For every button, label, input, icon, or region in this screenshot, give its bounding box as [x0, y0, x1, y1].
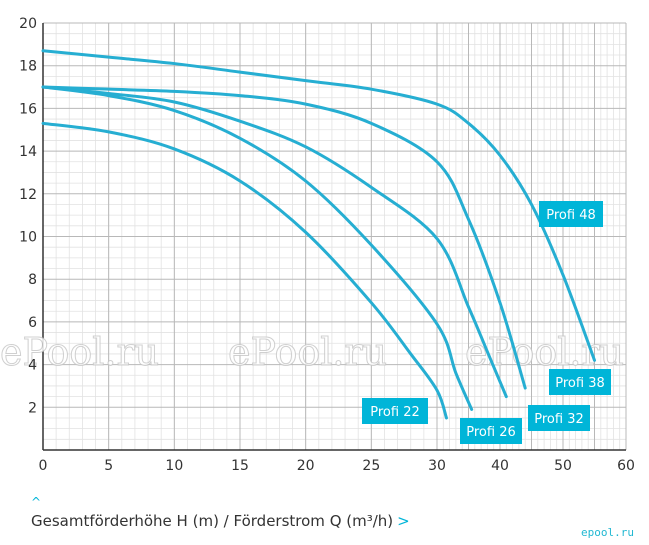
y-tick-label: 16	[19, 101, 37, 117]
series-line-profi-26	[41, 85, 474, 411]
series-label-profi-38: Profi 38	[549, 369, 611, 395]
watermark-text: ePool.ru	[465, 330, 624, 374]
tick-labels: 2 4 6 8 10 12 14 16 18 20 0 5 10 15 20 25 30 40 50 60	[19, 16, 635, 474]
x-tick-label: 40	[491, 458, 509, 474]
series-label-box	[528, 405, 590, 431]
y-tick-label: 4	[28, 358, 37, 374]
x-tick-label: 60	[617, 458, 635, 474]
series-label-text: Profi 22	[370, 405, 420, 420]
y-tick-label: 6	[28, 315, 37, 331]
y-tick-label: 8	[28, 272, 37, 288]
y-tick-label: 12	[19, 187, 37, 203]
series-label-profi-26: Profi 26	[460, 418, 522, 444]
series-label-profi-22: Profi 22	[362, 398, 428, 424]
grid	[42, 22, 627, 451]
series-label-box	[362, 398, 428, 424]
x-tick-label: 20	[297, 458, 315, 474]
x-tick-label: 0	[39, 458, 48, 474]
watermark-layer: ePool.ru ePool.ru ePool.ru	[0, 330, 625, 375]
x-tick-label: 25	[362, 458, 380, 474]
series-label-box	[549, 369, 611, 395]
series-label-text: Profi 26	[466, 425, 516, 440]
y-tick-label: 18	[19, 59, 37, 75]
series-label-profi-48: Profi 48	[539, 201, 603, 227]
series-label-profi-32: Profi 32	[528, 405, 590, 431]
caret-up-icon: ^	[31, 495, 42, 509]
y-tick-label: 2	[28, 400, 37, 416]
series-line-profi-32	[41, 85, 508, 399]
x-tick-label: 30	[428, 458, 446, 474]
watermark-text: ePool.ru	[0, 330, 159, 374]
series-label-text: Profi 48	[546, 208, 596, 223]
y-tick-label: 20	[19, 16, 37, 32]
x-tick-label: 5	[104, 458, 113, 474]
caret-right-icon: >	[397, 512, 410, 530]
series-label-text: Profi 38	[555, 376, 605, 391]
series-line-profi-38	[41, 85, 527, 390]
series-label-text: Profi 32	[534, 412, 584, 427]
x-tick-label: 50	[554, 458, 572, 474]
y-tick-label: 14	[19, 144, 37, 160]
x-tick-label: 15	[231, 458, 249, 474]
series-line-profi-22	[41, 121, 448, 420]
watermark-text: ePool.ru	[228, 330, 387, 374]
y-tick-label: 10	[19, 230, 37, 246]
x-tick-label: 10	[165, 458, 183, 474]
axis-caption-text: Gesamtförderhöhe H (m) / Förderstrom Q (…	[31, 512, 394, 530]
series-label-box	[539, 201, 603, 227]
series-label-box	[460, 418, 522, 444]
site-logo: epool.ru	[581, 526, 634, 539]
series-label-layer: Profi 22 Profi 26 Profi 32 Profi 38 Profi 48	[362, 201, 611, 444]
axis-caption: Gesamtförderhöhe H (m) / Förderstrom Q (…	[31, 512, 410, 530]
